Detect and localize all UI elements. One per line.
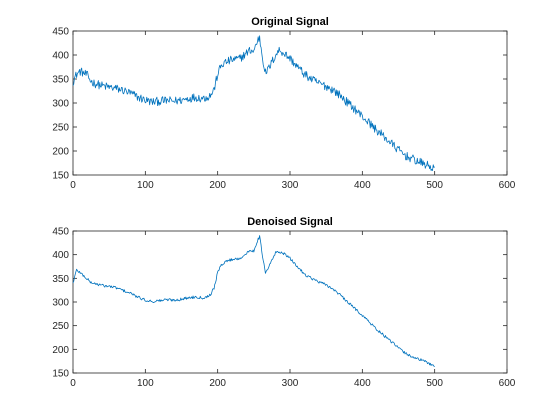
x-tick-label: 600 [499, 378, 516, 389]
x-tick-label: 300 [282, 378, 299, 389]
x-tick-label: 200 [209, 180, 226, 191]
x-tick-label: 0 [70, 180, 76, 191]
y-tick-label: 450 [52, 27, 69, 38]
y-tick-label: 400 [52, 250, 69, 261]
y-tick-label: 400 [52, 51, 69, 62]
x-tick-label: 100 [137, 378, 154, 389]
x-tick-label: 300 [282, 180, 299, 191]
x-tick-label: 500 [426, 378, 443, 389]
y-tick-label: 150 [52, 369, 69, 380]
axes-box [72, 230, 508, 374]
x-tick-label: 400 [354, 180, 371, 191]
axes-original-signal: Original Signal 0 100 200 300 400 500 600 150 200… [52, 16, 515, 191]
y-tick-label: 250 [52, 123, 69, 134]
x-tick-label: 200 [209, 378, 226, 389]
chart-title: Original Signal [251, 16, 329, 28]
x-tick-label: 100 [137, 180, 154, 191]
y-tick-label: 450 [52, 227, 69, 238]
y-tick-label: 300 [52, 298, 69, 309]
signal-series-line [72, 235, 435, 367]
y-tick-label: 200 [52, 345, 69, 356]
x-tick-label: 600 [499, 180, 516, 191]
y-tick-label: 250 [52, 321, 69, 332]
signal-series-line [72, 35, 435, 171]
axes-box [72, 30, 508, 176]
chart-title: Denoised Signal [247, 216, 333, 228]
y-tick-label: 350 [52, 274, 69, 285]
y-tick-label: 300 [52, 99, 69, 110]
x-tick-label: 500 [426, 180, 443, 191]
x-tick-label: 0 [70, 378, 76, 389]
x-tick-label: 400 [354, 378, 371, 389]
y-tick-label: 200 [52, 147, 69, 158]
axes-denoised-signal: Denoised Signal 0 100 200 300 400 500 600 150 200… [52, 216, 515, 389]
y-tick-label: 350 [52, 75, 69, 86]
y-tick-label: 150 [52, 171, 69, 182]
